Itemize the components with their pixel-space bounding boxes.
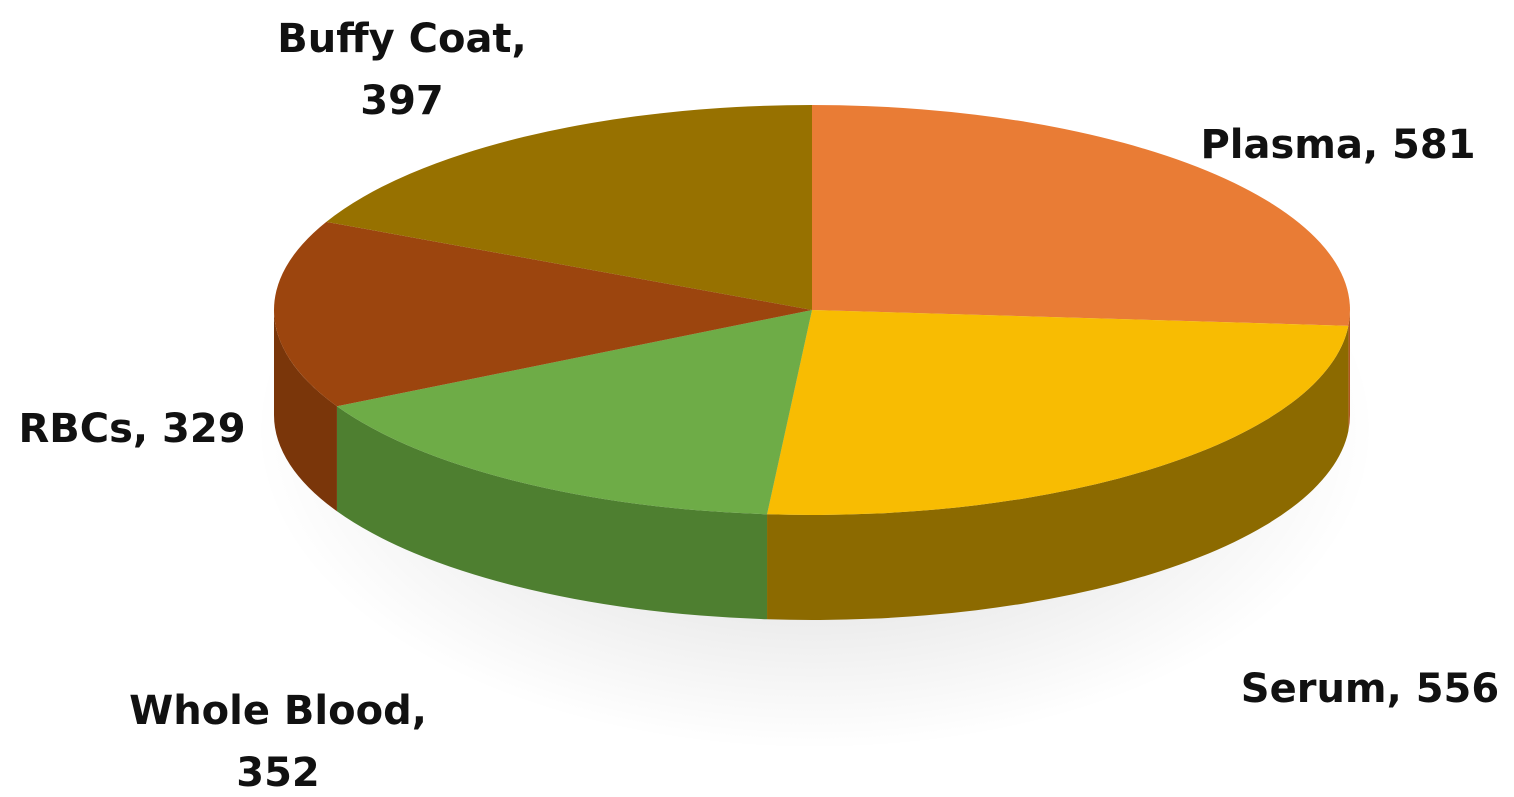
data-label-line: Plasma, 581	[1200, 122, 1475, 168]
data-label-line: 397	[360, 78, 444, 124]
pie-tops	[273, 105, 1351, 515]
data-label-whole-blood: Whole Blood, 352	[129, 688, 427, 796]
pie-sides	[274, 310, 1350, 621]
pie-side-whole-blood	[336, 406, 768, 620]
pie-slice-serum	[767, 310, 1349, 515]
data-label-line: RBCs, 329	[18, 406, 245, 452]
pie-slice-rbcs	[273, 221, 812, 407]
data-label-line: Whole Blood,	[129, 688, 427, 734]
pie-labels: Plasma, 581 Serum, 556 Whole Blood, 352 RBCs…	[18, 16, 1499, 796]
pie-side-plasma	[1348, 310, 1350, 431]
pie-slice-plasma	[812, 105, 1351, 326]
data-label-serum: Serum, 556	[1241, 666, 1499, 712]
data-label-buffy-coat: Buffy Coat, 397	[277, 16, 527, 124]
pie-slice-buffy-coat	[326, 105, 812, 310]
data-label-rbcs: RBCs, 329	[18, 406, 245, 452]
pie-side-rbcs	[274, 310, 337, 512]
data-label-line: 352	[236, 750, 320, 796]
pie-slice-whole-blood	[336, 310, 812, 515]
data-label-plasma: Plasma, 581	[1200, 122, 1475, 168]
data-label-line: Buffy Coat,	[277, 16, 527, 62]
pie-side-serum	[767, 325, 1349, 621]
data-label-line: Serum, 556	[1241, 666, 1499, 712]
